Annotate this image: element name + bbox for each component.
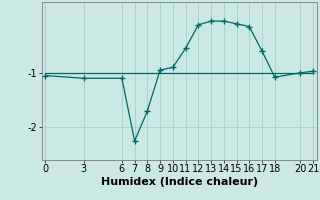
- X-axis label: Humidex (Indice chaleur): Humidex (Indice chaleur): [100, 177, 258, 187]
